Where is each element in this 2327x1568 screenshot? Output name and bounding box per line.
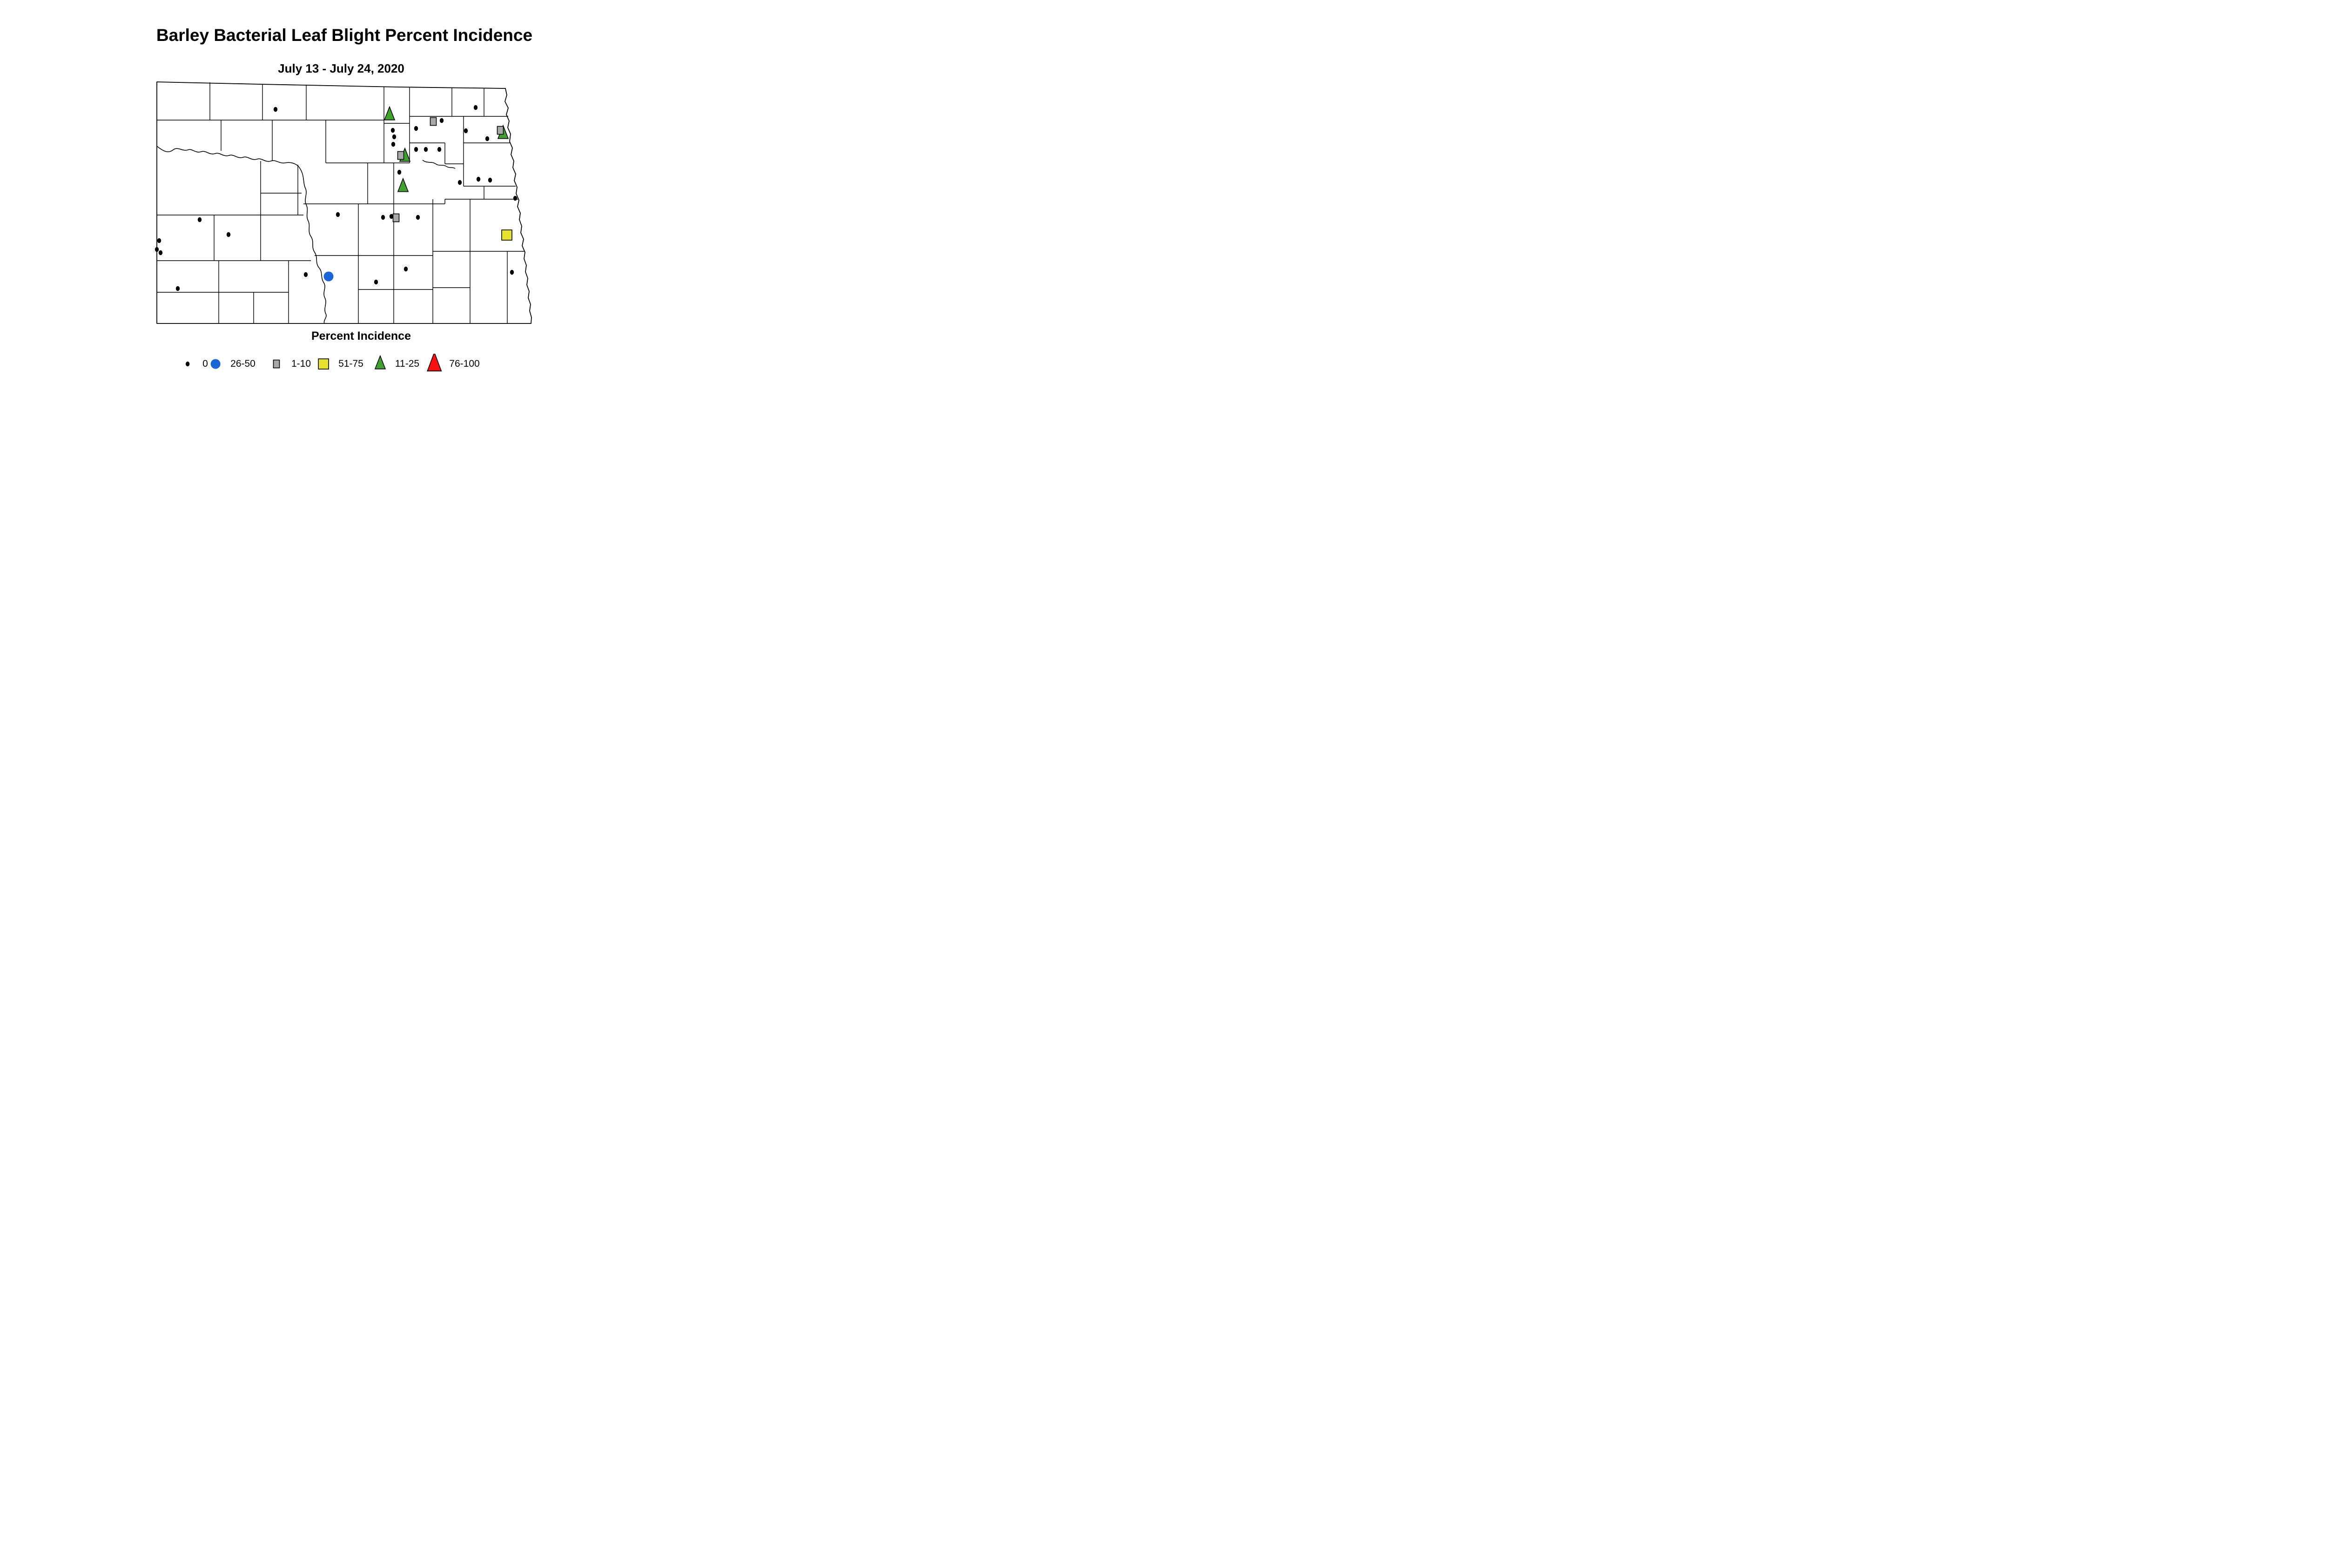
marker-0 [485,136,490,141]
legend-item-51-75: 51-75 [313,354,363,374]
legend-item-0: 0 [177,354,208,374]
county-boundaries [157,82,525,323]
legend-symbol-11-25-icon [374,355,386,370]
legend-symbol-1-10-icon [273,359,280,369]
marker-0 [414,126,418,131]
marker-51-75 [318,358,329,370]
marker-0 [476,176,481,182]
marker-26-50 [210,359,221,369]
marker-0 [397,169,402,175]
legend-label: 76-100 [449,358,480,369]
marker-0 [185,361,190,367]
page-title: Barley Bacterial Leaf Blight Percent Inc… [156,26,533,45]
marker-0 [416,215,420,220]
marker-0 [197,217,202,222]
legend-title: Percent Incidence [311,330,411,343]
rivers [156,146,456,324]
marker-1-10 [497,126,504,135]
legend-label: 11-25 [395,358,420,369]
legend-label: 26-50 [230,358,256,369]
legend-label: 1-10 [291,358,311,369]
legend-symbol-51-75-icon [318,358,329,370]
marker-0 [390,128,395,133]
marker-0 [303,272,308,277]
marker-0 [175,286,180,291]
marker-1-10 [392,213,400,222]
marker-11-25 [397,177,409,192]
legend-symbol-26-50-icon [210,359,221,369]
marker-0 [381,215,385,220]
legend-symbol-76-100-icon [427,354,442,372]
devils-lake-shoreline [422,160,456,169]
marker-0 [424,147,428,152]
marker-1-10 [430,117,437,126]
marker-0 [157,238,161,243]
legend-item-11-25: 11-25 [370,354,419,374]
marker-1-10 [273,359,280,369]
legend-item-26-50: 26-50 [205,354,256,374]
marker-0 [439,118,444,123]
marker-0 [391,141,396,147]
north-dakota-county-map [155,81,532,324]
marker-0 [404,266,408,272]
lake-sakakawea-missouri-river [156,146,327,324]
marker-0 [273,107,278,112]
legend-symbol-0-icon [185,361,190,367]
marker-0 [374,279,378,285]
marker-0 [488,177,492,183]
figure: Barley Bacterial Leaf Blight Percent Inc… [0,0,751,392]
marker-0 [510,269,514,275]
marker-26-50 [323,271,334,282]
marker-11-25 [374,355,386,370]
marker-1-10 [397,151,404,160]
marker-0 [158,250,163,256]
legend-item-1-10: 1-10 [266,354,311,374]
marker-0 [513,195,518,201]
marker-0 [464,128,468,134]
marker-0 [389,214,394,219]
map-markers [155,105,518,291]
legend-label: 51-75 [338,358,363,369]
marker-0 [473,105,478,110]
marker-0 [392,134,397,140]
legend-label: 0 [202,358,208,369]
marker-0 [155,247,159,252]
marker-0 [336,212,340,217]
marker-51-75 [501,229,512,241]
marker-0 [457,180,462,185]
marker-76-100 [427,354,442,372]
subtitle-date-range: July 13 - July 24, 2020 [278,61,404,75]
marker-0 [437,147,442,152]
legend-item-76-100: 76-100 [424,354,480,374]
marker-0 [414,147,418,152]
marker-0 [226,232,231,237]
state-outline [156,81,532,324]
marker-11-25 [383,106,396,121]
